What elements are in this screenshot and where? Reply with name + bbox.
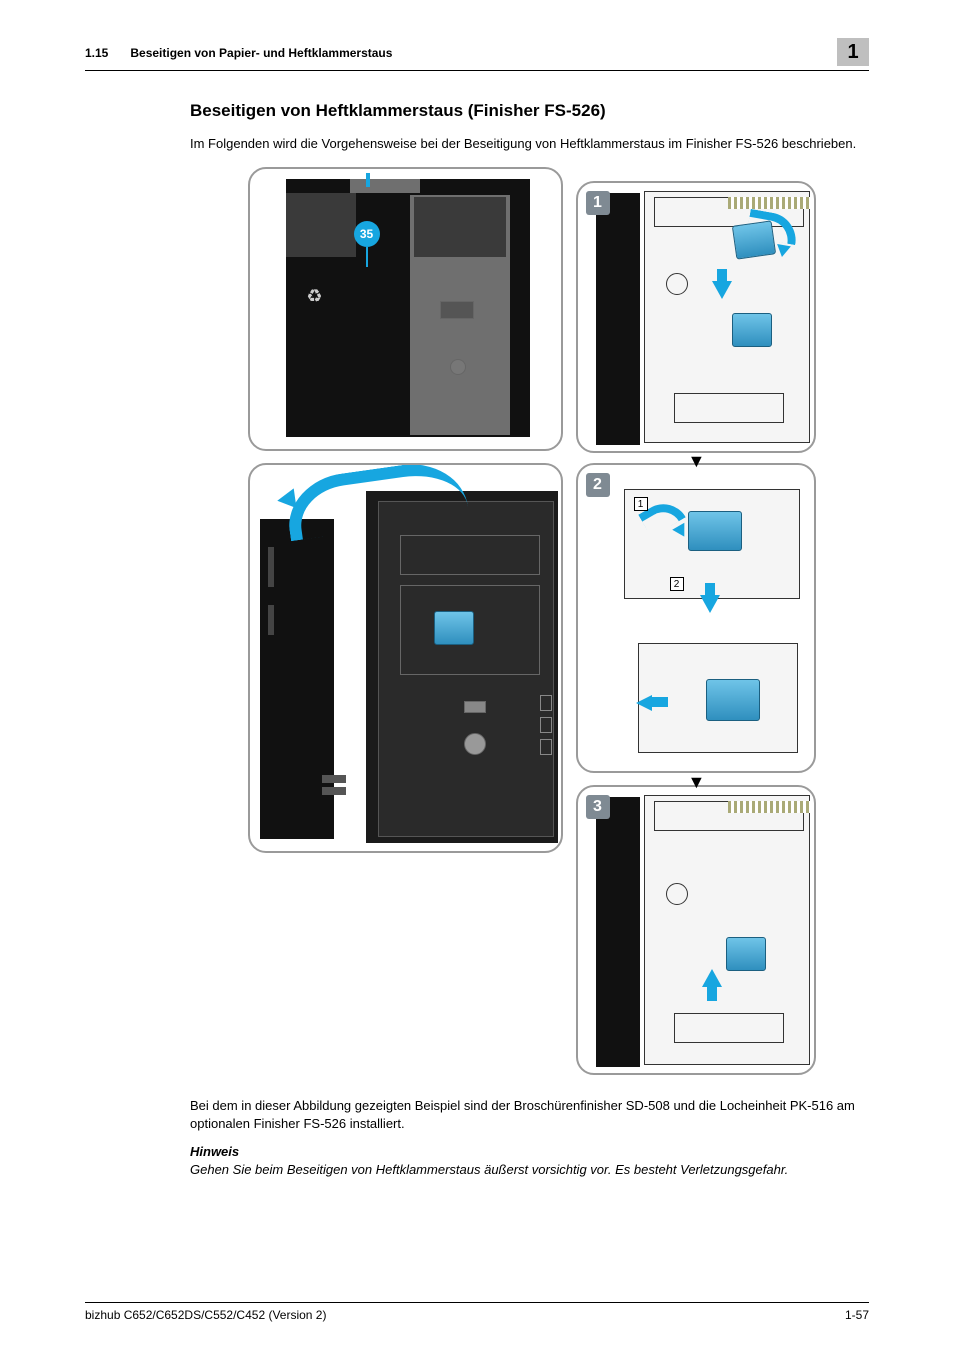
footer-page-number: 1-57 (845, 1308, 869, 1322)
intro-text: Im Folgenden wird die Vorgehensweise bei… (190, 135, 869, 153)
page-footer: bizhub C652/C652DS/C552/C452 (Version 2)… (85, 1302, 869, 1322)
step-2-badge: 2 (586, 473, 610, 497)
panel-open-door (248, 463, 563, 853)
step-3-badge: 3 (586, 795, 610, 819)
notice-label: Hinweis (190, 1144, 869, 1159)
callout-35: 35 (354, 221, 380, 247)
page-header: 1.15 Beseitigen von Papier- und Heftklam… (85, 40, 869, 71)
down-arrow-icon (712, 281, 732, 299)
procedure-diagram: 35 ♻ (230, 167, 830, 1079)
substep-1: 1 (634, 497, 648, 511)
down-arrow-icon (700, 595, 720, 613)
footer-product: bizhub C652/C652DS/C552/C452 (Version 2) (85, 1308, 326, 1322)
section-number: 1.15 (85, 46, 108, 60)
panel-step-3: 3 (576, 785, 816, 1075)
flow-arrow-icon: ▼ (688, 772, 706, 793)
chapter-number-badge: 1 (837, 38, 869, 66)
panel-step-1: 1 (576, 181, 816, 453)
notice-text: Gehen Sie beim Beseitigen von Heftklamme… (190, 1161, 869, 1179)
step-1-badge: 1 (586, 191, 610, 215)
panel-overview: 35 ♻ (248, 167, 563, 451)
section-title: Beseitigen von Papier- und Heftklammerst… (130, 46, 837, 60)
up-arrow-icon (702, 969, 722, 987)
figure-caption: Bei dem in dieser Abbildung gezeigten Be… (190, 1097, 869, 1133)
panel-step-2: 2 1 2 (576, 463, 816, 773)
flow-arrow-icon: ▼ (688, 451, 706, 472)
recycle-icon: ♻ (304, 285, 326, 307)
page-heading: Beseitigen von Heftklammerstaus (Finishe… (190, 101, 869, 121)
substep-2: 2 (670, 577, 684, 591)
